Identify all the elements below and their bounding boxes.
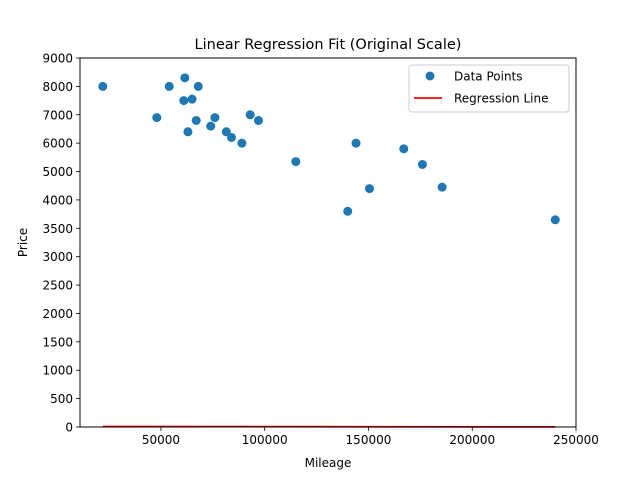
y-tick-label: 3500 — [42, 222, 73, 236]
data-point — [179, 96, 188, 105]
x-tick-label: 150000 — [346, 433, 392, 447]
data-point — [237, 139, 246, 148]
chart-title: Linear Regression Fit (Original Scale) — [195, 37, 462, 53]
y-tick-label: 1500 — [42, 335, 73, 349]
data-point — [192, 116, 201, 125]
y-tick-label: 2000 — [42, 307, 73, 321]
y-axis-label: Price — [16, 228, 30, 257]
y-tick-label: 3000 — [42, 250, 73, 264]
data-point — [399, 144, 408, 153]
data-point — [165, 82, 174, 91]
data-point — [352, 139, 361, 148]
y-tick-label: 8000 — [42, 80, 73, 94]
y-tick-label: 6000 — [42, 137, 73, 151]
data-point — [438, 183, 447, 192]
x-tick-label: 250000 — [553, 433, 599, 447]
data-point — [365, 184, 374, 193]
data-point — [183, 127, 192, 136]
data-point — [206, 122, 215, 131]
data-point — [210, 113, 219, 122]
y-tick-label: 500 — [50, 392, 73, 406]
legend: Data Points Regression Line — [409, 65, 569, 112]
x-axis-label: Mileage — [305, 456, 352, 470]
data-point — [227, 133, 236, 142]
y-tick-label: 4000 — [42, 193, 73, 207]
y-tick-label: 7000 — [42, 108, 73, 122]
data-point — [152, 113, 161, 122]
x-tick-label: 50000 — [142, 433, 180, 447]
legend-scatter-marker — [426, 72, 435, 81]
y-tick-label: 5000 — [42, 165, 73, 179]
y-tick-label: 9000 — [42, 52, 73, 66]
plot-marks — [98, 73, 559, 427]
data-point — [254, 116, 263, 125]
data-point — [551, 215, 560, 224]
data-point — [180, 73, 189, 82]
data-point — [98, 82, 107, 91]
plot-area-frame — [80, 58, 576, 427]
data-point — [246, 110, 255, 119]
legend-label-regression-line: Regression Line — [454, 92, 548, 106]
data-point — [418, 160, 427, 169]
data-point — [343, 207, 352, 216]
y-tick-label: 1000 — [42, 364, 73, 378]
y-tick-label: 2500 — [42, 279, 73, 293]
x-tick-label: 200000 — [449, 433, 495, 447]
data-point — [291, 157, 300, 166]
y-tick-label: 0 — [65, 421, 73, 435]
x-tick-label: 100000 — [242, 433, 288, 447]
legend-label-data-points: Data Points — [454, 70, 523, 84]
data-point — [188, 95, 197, 104]
data-point — [194, 82, 203, 91]
